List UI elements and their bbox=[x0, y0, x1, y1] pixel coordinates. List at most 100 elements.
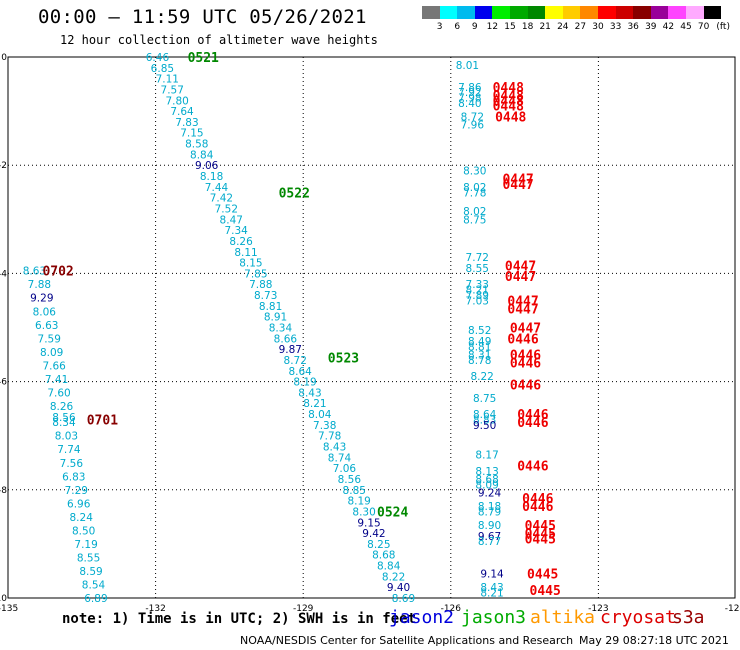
time-label: 0445 bbox=[525, 532, 556, 547]
data-point: 8.21 bbox=[466, 285, 489, 297]
data-point: 7.88 bbox=[249, 279, 272, 291]
data-point: 8.75 bbox=[473, 393, 496, 405]
data-point: 9.67 bbox=[478, 531, 501, 543]
data-point: 7.44 bbox=[205, 182, 229, 194]
data-point: 8.90 bbox=[478, 520, 501, 532]
data-point: 8.81 bbox=[468, 341, 491, 353]
footer-credit: NOAA/NESDIS Center for Satellite Applica… bbox=[240, 634, 574, 647]
scale-value: 42 bbox=[662, 22, 675, 32]
data-point: 9.06 bbox=[195, 160, 219, 172]
data-point: 7.11 bbox=[156, 74, 179, 86]
data-point: 8.56 bbox=[52, 412, 76, 424]
data-point: 8.18 bbox=[478, 501, 501, 513]
data-point: 8.31 bbox=[468, 350, 491, 362]
data-point: 8.22 bbox=[470, 371, 493, 383]
time-label: 0446 bbox=[517, 416, 548, 431]
data-point: 7.57 bbox=[161, 84, 184, 96]
data-point: 7.60 bbox=[47, 387, 70, 399]
data-point: 8.75 bbox=[463, 214, 486, 226]
data-point: 8.02 bbox=[463, 206, 486, 218]
time-label: 0447 bbox=[502, 178, 533, 193]
y-tick-label: -10 bbox=[0, 594, 7, 604]
data-point: 8.21 bbox=[303, 398, 326, 410]
scale-swatch bbox=[439, 6, 458, 19]
data-point: 8.26 bbox=[50, 401, 74, 413]
scale-value: 12 bbox=[486, 22, 499, 32]
data-point: 8.63 bbox=[23, 266, 46, 278]
data-point: 9.29 bbox=[30, 293, 53, 305]
scale-value: 27 bbox=[574, 22, 587, 32]
time-label: 0446 bbox=[507, 332, 538, 347]
scale-swatch bbox=[562, 6, 581, 19]
time-label: 0446 bbox=[510, 349, 541, 364]
scale-value: 18 bbox=[521, 22, 534, 32]
time-label: 0448 bbox=[493, 100, 524, 115]
data-point: 8.26 bbox=[229, 236, 253, 248]
y-tick-label: 0 bbox=[1, 53, 7, 63]
x-tick-label: -135 bbox=[0, 604, 18, 614]
data-point: 7.33 bbox=[466, 279, 489, 291]
data-point: 8.34 bbox=[269, 323, 293, 335]
scale-swatch bbox=[615, 6, 634, 19]
time-label: 0445 bbox=[525, 519, 556, 534]
y-tick-label: -6 bbox=[0, 378, 7, 388]
data-point: 8.79 bbox=[478, 506, 501, 518]
data-points: 6.466.857.117.577.807.647.837.158.588.84… bbox=[23, 52, 504, 605]
data-point: 7.89 bbox=[466, 290, 489, 302]
tick-labels: -135 -132 -129 -126 -123 -124 0 -2 -4 -6 -8 -10 bbox=[0, 53, 740, 614]
data-point: 7.72 bbox=[466, 252, 489, 264]
legend-jason2: jason2 bbox=[389, 607, 455, 628]
scale-swatch bbox=[650, 6, 669, 19]
time-label: 0521 bbox=[188, 51, 219, 66]
y-tick-label: -8 bbox=[0, 486, 7, 496]
scale-value: 36 bbox=[627, 22, 639, 32]
data-point: 8.54 bbox=[82, 579, 106, 591]
footer-note: note: 1) Time is in UTC; 2) SWH is in fe… bbox=[62, 611, 417, 627]
data-point: 8.09 bbox=[40, 347, 63, 359]
data-point: 8.84 bbox=[377, 561, 401, 573]
y-tick-label: -2 bbox=[0, 161, 7, 171]
time-label: 0446 bbox=[510, 378, 541, 393]
data-point: 8.02 bbox=[463, 182, 486, 194]
scale-value: 24 bbox=[557, 22, 569, 32]
data-point: 8.18 bbox=[200, 171, 223, 183]
scale-swatch bbox=[457, 6, 475, 19]
data-point: 7.06 bbox=[333, 463, 357, 475]
data-point: 7.56 bbox=[60, 458, 84, 470]
data-point: 9.87 bbox=[279, 344, 302, 356]
time-label: 0447 bbox=[502, 173, 533, 188]
data-point: 8.64 bbox=[288, 366, 312, 378]
data-point: 8.03 bbox=[55, 431, 78, 443]
scale-unit: (ft) bbox=[716, 22, 730, 32]
time-labels: 0521052205230524070207010448044804480448… bbox=[42, 51, 560, 599]
data-point: 8.64 bbox=[473, 409, 497, 421]
data-point: 6.96 bbox=[67, 498, 91, 510]
time-label: 0447 bbox=[505, 270, 536, 285]
data-point: 8.91 bbox=[264, 312, 287, 324]
data-point: 8.78 bbox=[468, 355, 491, 367]
legend-jason3: jason3 bbox=[461, 607, 527, 628]
time-label: 0446 bbox=[522, 500, 553, 515]
data-point: 7.64 bbox=[170, 106, 194, 118]
data-point: 8.58 bbox=[185, 139, 208, 151]
scale-swatch bbox=[510, 6, 528, 19]
data-point: 9.14 bbox=[480, 569, 504, 581]
scale-value: 39 bbox=[645, 22, 657, 32]
scale-swatch bbox=[668, 6, 686, 19]
time-label: 0523 bbox=[328, 351, 359, 366]
scale-value: 9 bbox=[471, 22, 478, 32]
time-label: 0445 bbox=[527, 568, 558, 583]
data-point: 8.21 bbox=[480, 588, 503, 600]
data-point: 8.72 bbox=[461, 112, 484, 124]
data-point: 8.47 bbox=[220, 214, 243, 226]
scale-value: 6 bbox=[454, 22, 461, 32]
data-point: 8.40 bbox=[458, 98, 481, 110]
data-point: 7.78 bbox=[318, 431, 341, 443]
time-label: 0447 bbox=[510, 322, 541, 337]
data-point: 8.77 bbox=[478, 536, 501, 548]
data-point: 8.55 bbox=[466, 263, 489, 275]
scale-value: 33 bbox=[609, 22, 622, 32]
data-point: 9.42 bbox=[362, 528, 385, 540]
data-point: 8.68 bbox=[475, 474, 498, 486]
time-label: 0447 bbox=[505, 259, 536, 274]
